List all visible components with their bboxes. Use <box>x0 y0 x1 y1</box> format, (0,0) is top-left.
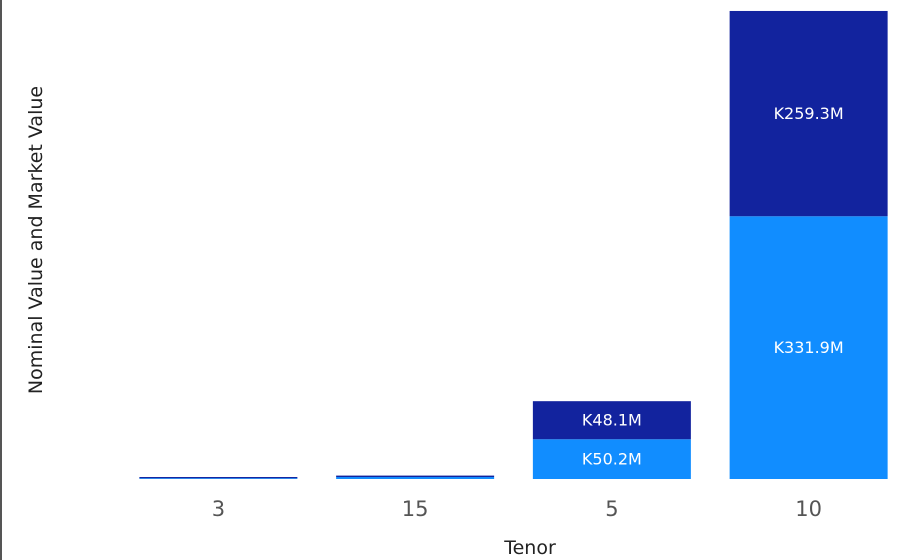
y-axis-label: Nominal Value and Market Value <box>25 85 47 395</box>
data-label-10-series-0: K331.9M <box>774 338 844 357</box>
bar-10-series-0[interactable] <box>729 216 888 479</box>
bars-layer: K50.2M K48.1M K331.9M K259.3M <box>139 10 888 479</box>
bar-10-series-1[interactable] <box>729 10 888 217</box>
x-tick-label-3: 3 <box>212 497 225 521</box>
bar-5-series-1[interactable] <box>532 401 691 440</box>
bar-3-series-1[interactable] <box>139 477 298 479</box>
x-tick-label-15: 15 <box>402 497 429 521</box>
data-label-10-series-1: K259.3M <box>774 104 844 123</box>
data-label-5-series-1: K48.1M <box>582 411 642 430</box>
x-axis-label: Tenor <box>504 537 556 559</box>
data-label-5-series-0: K50.2M <box>582 450 642 469</box>
bar-15-series-0[interactable] <box>336 477 495 479</box>
x-tick-label-10: 10 <box>795 497 822 521</box>
bar-5-series-0[interactable] <box>532 439 691 479</box>
x-ticks-layer: 3 15 5 10 <box>212 497 822 521</box>
x-tick-label-5: 5 <box>605 497 618 521</box>
bar-15-series-1[interactable] <box>336 475 495 478</box>
bar-3-series-0[interactable] <box>139 478 298 479</box>
